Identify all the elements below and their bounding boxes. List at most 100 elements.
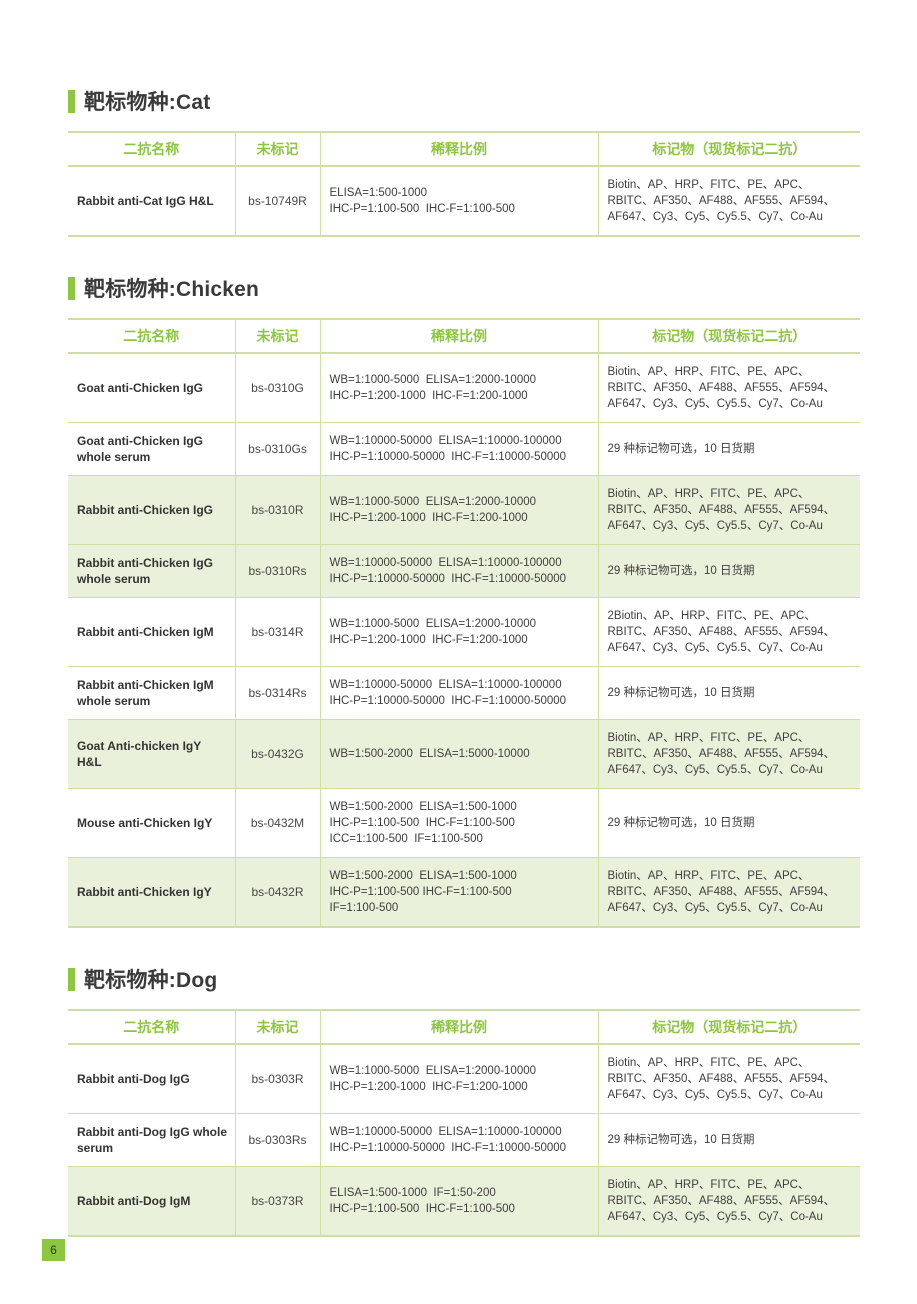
catalog-code: bs-10749R (234, 166, 320, 237)
conjugate-labels: Biotin、AP、HRP、FITC、PE、APC、 RBITC、AF350、A… (597, 857, 860, 928)
table-row: Rabbit anti-Dog IgG whole serum bs-0303R… (68, 1113, 860, 1167)
conjugate-labels: Biotin、AP、HRP、FITC、PE、APC、 RBITC、AF350、A… (597, 166, 860, 237)
catalog-code: bs-0314R (234, 597, 320, 667)
antibody-name: Rabbit anti-Chicken IgG whole serum (68, 544, 235, 598)
antibody-name: Goat anti-Chicken IgG whole serum (68, 422, 235, 476)
table-row: Rabbit anti-Chicken IgG bs-0310R WB=1:10… (68, 475, 860, 545)
conjugate-labels: 29 种标记物可选，10 日货期 (597, 788, 860, 858)
species-section: 靶标物种:Chicken 二抗名称 未标记 稀释比例 标记物（现货标记二抗） G… (68, 273, 860, 928)
table-row: Goat anti-Chicken IgG bs-0310G WB=1:1000… (68, 353, 860, 423)
section-heading: 靶标物种:Dog (68, 964, 860, 994)
dilution-ratios: WB=1:1000-5000 ELISA=1:2000-10000 IHC-P=… (319, 1044, 598, 1114)
dilution-ratios: WB=1:1000-5000 ELISA=1:2000-10000 IHC-P=… (319, 475, 598, 545)
table-row: Rabbit anti-Chicken IgY bs-0432R WB=1:50… (68, 857, 860, 928)
column-header-labels: 标记物（现货标记二抗） (597, 318, 860, 354)
dilution-ratios: WB=1:500-2000 ELISA=1:500-1000 IHC-P=1:1… (319, 857, 598, 928)
catalog-code: bs-0303R (234, 1044, 320, 1114)
table-row: Goat anti-Chicken IgG whole serum bs-031… (68, 422, 860, 476)
antibody-name: Rabbit anti-Cat IgG H&L (68, 166, 235, 237)
conjugate-labels: 29 种标记物可选，10 日货期 (597, 666, 860, 720)
catalog-code: bs-0432M (234, 788, 320, 858)
antibody-name: Rabbit anti-Dog IgG (68, 1044, 235, 1114)
column-header-antibody-name: 二抗名称 (68, 1009, 235, 1045)
dilution-ratios: ELISA=1:500-1000 IHC-P=1:100-500 IHC-F=1… (319, 166, 598, 237)
column-header-unlabeled: 未标记 (234, 131, 320, 167)
dilution-ratios: WB=1:500-2000 ELISA=1:500-1000 IHC-P=1:1… (319, 788, 598, 858)
species-section: 靶标物种:Cat 二抗名称 未标记 稀释比例 标记物（现货标记二抗） Rabbi… (68, 86, 860, 237)
catalog-code: bs-0310Rs (234, 544, 320, 598)
column-header-dilution: 稀释比例 (319, 1009, 598, 1045)
dilution-ratios: WB=1:10000-50000 ELISA=1:10000-100000 IH… (319, 666, 598, 720)
section-title: 靶标物种:Chicken (84, 278, 260, 301)
product-table: 二抗名称 未标记 稀释比例 标记物（现货标记二抗） Rabbit anti-Do… (68, 1009, 860, 1237)
section-heading: 靶标物种:Cat (68, 86, 860, 116)
antibody-name: Goat Anti-chicken IgY H&L (68, 719, 235, 789)
table-row: Rabbit anti-Dog IgM bs-0373R ELISA=1:500… (68, 1166, 860, 1237)
species-section: 靶标物种:Dog 二抗名称 未标记 稀释比例 标记物（现货标记二抗） Rabbi… (68, 964, 860, 1237)
antibody-name: Goat anti-Chicken IgG (68, 353, 235, 423)
table-row: Goat Anti-chicken IgY H&L bs-0432G WB=1:… (68, 719, 860, 789)
column-header-dilution: 稀释比例 (319, 318, 598, 354)
table-header-row: 二抗名称 未标记 稀释比例 标记物（现货标记二抗） (68, 1009, 860, 1045)
conjugate-labels: 2Biotin、AP、HRP、FITC、PE、APC、 RBITC、AF350、… (597, 597, 860, 667)
product-table: 二抗名称 未标记 稀释比例 标记物（现货标记二抗） Goat anti-Chic… (68, 318, 860, 928)
table-row: Mouse anti-Chicken IgY bs-0432M WB=1:500… (68, 788, 860, 858)
table-header-row: 二抗名称 未标记 稀释比例 标记物（现货标记二抗） (68, 131, 860, 167)
accent-bar-icon (68, 276, 75, 300)
dilution-ratios: WB=1:10000-50000 ELISA=1:10000-100000 IH… (319, 422, 598, 476)
conjugate-labels: Biotin、AP、HRP、FITC、PE、APC、 RBITC、AF350、A… (597, 353, 860, 423)
catalog-code: bs-0432G (234, 719, 320, 789)
antibody-name: Rabbit anti-Chicken IgG (68, 475, 235, 545)
conjugate-labels: Biotin、AP、HRP、FITC、PE、APC、 RBITC、AF350、A… (597, 719, 860, 789)
column-header-unlabeled: 未标记 (234, 1009, 320, 1045)
section-heading: 靶标物种:Chicken (68, 273, 860, 303)
table-body: Rabbit anti-Cat IgG H&L bs-10749R ELISA=… (68, 166, 860, 237)
dilution-ratios: WB=1:500-2000 ELISA=1:5000-10000 (319, 719, 598, 789)
antibody-name: Rabbit anti-Chicken IgY (68, 857, 235, 928)
antibody-name: Rabbit anti-Dog IgG whole serum (68, 1113, 235, 1167)
conjugate-labels: Biotin、AP、HRP、FITC、PE、APC、 RBITC、AF350、A… (597, 475, 860, 545)
catalog-code: bs-0310Gs (234, 422, 320, 476)
table-row: Rabbit anti-Chicken IgM bs-0314R WB=1:10… (68, 597, 860, 667)
catalog-code: bs-0310R (234, 475, 320, 545)
table-row: Rabbit anti-Chicken IgG whole serum bs-0… (68, 544, 860, 598)
table-row: Rabbit anti-Cat IgG H&L bs-10749R ELISA=… (68, 166, 860, 237)
product-table: 二抗名称 未标记 稀释比例 标记物（现货标记二抗） Rabbit anti-Ca… (68, 131, 860, 237)
table-body: Rabbit anti-Dog IgG bs-0303R WB=1:1000-5… (68, 1044, 860, 1237)
catalog-code: bs-0303Rs (234, 1113, 320, 1167)
catalog-code: bs-0314Rs (234, 666, 320, 720)
dilution-ratios: WB=1:1000-5000 ELISA=1:2000-10000 IHC-P=… (319, 597, 598, 667)
page-number-badge: 6 (42, 1239, 65, 1261)
column-header-unlabeled: 未标记 (234, 318, 320, 354)
section-title: 靶标物种:Dog (84, 969, 218, 992)
conjugate-labels: 29 种标记物可选，10 日货期 (597, 544, 860, 598)
column-header-dilution: 稀释比例 (319, 131, 598, 167)
catalog-code: bs-0373R (234, 1166, 320, 1237)
page-content: 靶标物种:Cat 二抗名称 未标记 稀释比例 标记物（现货标记二抗） Rabbi… (68, 86, 860, 1237)
dilution-ratios: WB=1:10000-50000 ELISA=1:10000-100000 IH… (319, 544, 598, 598)
antibody-name: Rabbit anti-Chicken IgM (68, 597, 235, 667)
section-title: 靶标物种:Cat (84, 91, 211, 114)
accent-bar-icon (68, 967, 75, 991)
table-row: Rabbit anti-Chicken IgM whole serum bs-0… (68, 666, 860, 720)
antibody-name: Rabbit anti-Chicken IgM whole serum (68, 666, 235, 720)
antibody-name: Mouse anti-Chicken IgY (68, 788, 235, 858)
dilution-ratios: WB=1:1000-5000 ELISA=1:2000-10000 IHC-P=… (319, 353, 598, 423)
table-header-row: 二抗名称 未标记 稀释比例 标记物（现货标记二抗） (68, 318, 860, 354)
column-header-labels: 标记物（现货标记二抗） (597, 1009, 860, 1045)
column-header-antibody-name: 二抗名称 (68, 131, 235, 167)
catalog-code: bs-0432R (234, 857, 320, 928)
dilution-ratios: ELISA=1:500-1000 IF=1:50-200 IHC-P=1:100… (319, 1166, 598, 1237)
conjugate-labels: 29 种标记物可选，10 日货期 (597, 1113, 860, 1167)
conjugate-labels: Biotin、AP、HRP、FITC、PE、APC、 RBITC、AF350、A… (597, 1044, 860, 1114)
column-header-antibody-name: 二抗名称 (68, 318, 235, 354)
conjugate-labels: Biotin、AP、HRP、FITC、PE、APC、 RBITC、AF350、A… (597, 1166, 860, 1237)
column-header-labels: 标记物（现货标记二抗） (597, 131, 860, 167)
conjugate-labels: 29 种标记物可选，10 日货期 (597, 422, 860, 476)
accent-bar-icon (68, 89, 75, 113)
dilution-ratios: WB=1:10000-50000 ELISA=1:10000-100000 IH… (319, 1113, 598, 1167)
table-row: Rabbit anti-Dog IgG bs-0303R WB=1:1000-5… (68, 1044, 860, 1114)
table-body: Goat anti-Chicken IgG bs-0310G WB=1:1000… (68, 353, 860, 928)
antibody-name: Rabbit anti-Dog IgM (68, 1166, 235, 1237)
